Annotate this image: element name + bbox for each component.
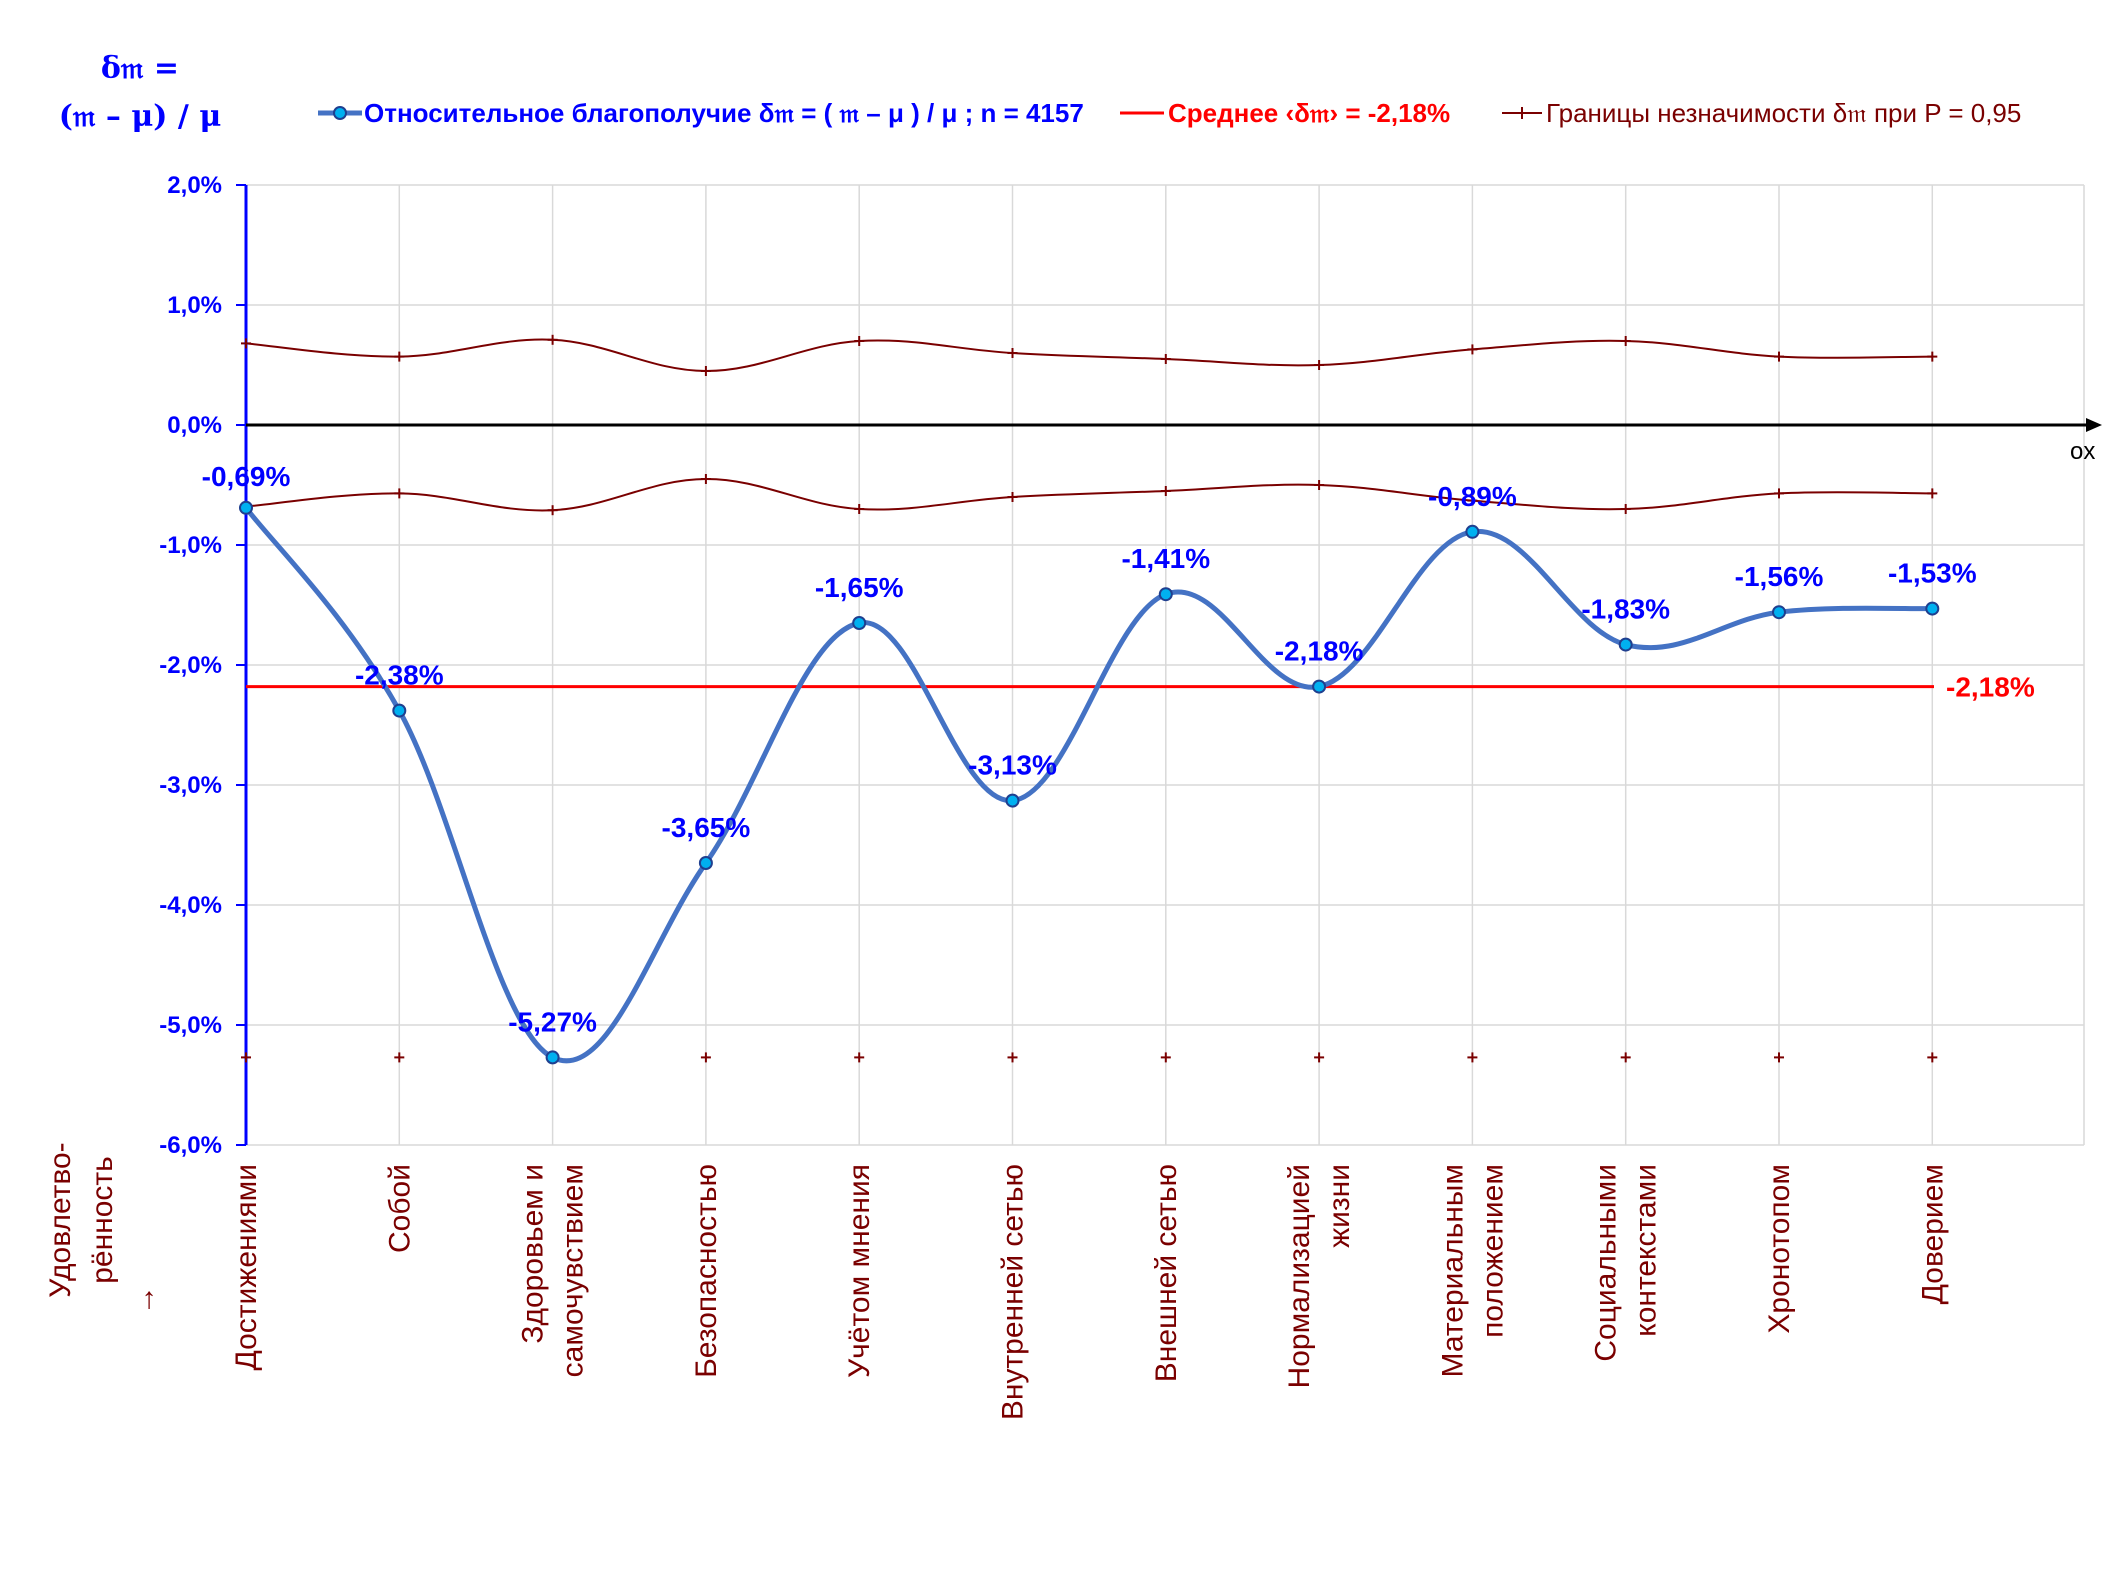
category-label: Хронотопом <box>1763 1164 1796 1334</box>
category-label: положением <box>1476 1164 1509 1338</box>
y-tick-label: -2,0% <box>159 652 222 679</box>
category-label: жизни <box>1323 1164 1356 1248</box>
data-point-8 <box>1465 524 1480 539</box>
side-label-line: рённость <box>86 1156 119 1284</box>
data-label-9: -1,83% <box>1581 594 1670 625</box>
data-label-1: -2,38% <box>355 660 444 691</box>
x-axis-arrow <box>2086 418 2102 432</box>
category-label: Безопасностью <box>690 1164 723 1378</box>
y-tick-label: -4,0% <box>159 892 222 919</box>
y-tick-label: 0,0% <box>167 412 222 439</box>
category-label: самочувствием <box>557 1164 590 1377</box>
category-label: Собой <box>383 1164 416 1253</box>
y-tick-label: 2,0% <box>167 172 222 199</box>
legend-main-text: Относительное благополучие δ𝔪 = ( 𝔪 – μ … <box>364 98 1084 128</box>
y-tick-label: -5,0% <box>159 1012 222 1039</box>
y-tick-label: -3,0% <box>159 772 222 799</box>
data-label-0: -0,69% <box>202 461 291 492</box>
upper-bound-line <box>245 338 1933 373</box>
lower-bound-line <box>245 477 1933 512</box>
data-label-8: -0,89% <box>1428 481 1517 512</box>
side-label-line: → <box>128 1285 161 1315</box>
category-label: Учётом мнения <box>843 1164 876 1378</box>
data-point-1 <box>392 703 407 718</box>
category-label: Нормализацией <box>1283 1164 1316 1388</box>
data-point-5 <box>1005 793 1020 808</box>
data-point-6 <box>1158 587 1173 602</box>
category-label: контекстами <box>1630 1164 1663 1337</box>
category-label: Внешней сетью <box>1150 1164 1183 1382</box>
data-label-10: -1,56% <box>1735 561 1824 592</box>
data-point-4 <box>852 616 867 630</box>
y-tick-label: 1,0% <box>167 292 222 319</box>
category-label: Достижениями <box>230 1164 263 1371</box>
data-label-4: -1,65% <box>815 572 904 603</box>
data-label-3: -3,65% <box>662 812 751 843</box>
category-label: Доверием <box>1916 1164 1949 1304</box>
series-line <box>244 506 1933 1064</box>
data-label-6: -1,41% <box>1121 543 1210 574</box>
data-point-7 <box>1312 679 1327 694</box>
data-point-9 <box>1618 637 1633 652</box>
data-point-2 <box>545 1050 560 1065</box>
y-axis-title-line: (𝔪 – μ) / μ <box>59 99 222 134</box>
legend-main-marker <box>333 106 347 120</box>
data-label-7: -2,18% <box>1275 636 1364 667</box>
data-point-11 <box>1925 601 1940 616</box>
legend-mean-text: Среднее ‹δ𝔪› = -2,18% <box>1168 98 1450 128</box>
y-tick-label: -1,0% <box>159 532 222 559</box>
x-axis-label: ox <box>2070 438 2095 465</box>
data-point-3 <box>698 856 713 870</box>
data-label-5: -3,13% <box>968 750 1057 781</box>
legend-bounds-text: Границы незначимости δ𝔪 при P = 0,95 <box>1546 98 2021 128</box>
category-label: Материальным <box>1436 1164 1469 1377</box>
y-axis-title-line: δ𝔪 = <box>101 51 179 86</box>
category-label: Здоровьем и <box>517 1164 550 1344</box>
data-point-0 <box>239 500 253 515</box>
category-label: Внутренней сетью <box>997 1164 1030 1420</box>
category-label: Социальными <box>1590 1164 1623 1362</box>
side-label-line: Удовлетво- <box>44 1142 77 1297</box>
y-tick-label: -6,0% <box>159 1132 222 1159</box>
mean-label: -2,18% <box>1946 672 2035 703</box>
data-label-2: -5,27% <box>508 1006 597 1037</box>
data-point-10 <box>1772 605 1786 620</box>
data-label-11: -1,53% <box>1888 558 1977 589</box>
